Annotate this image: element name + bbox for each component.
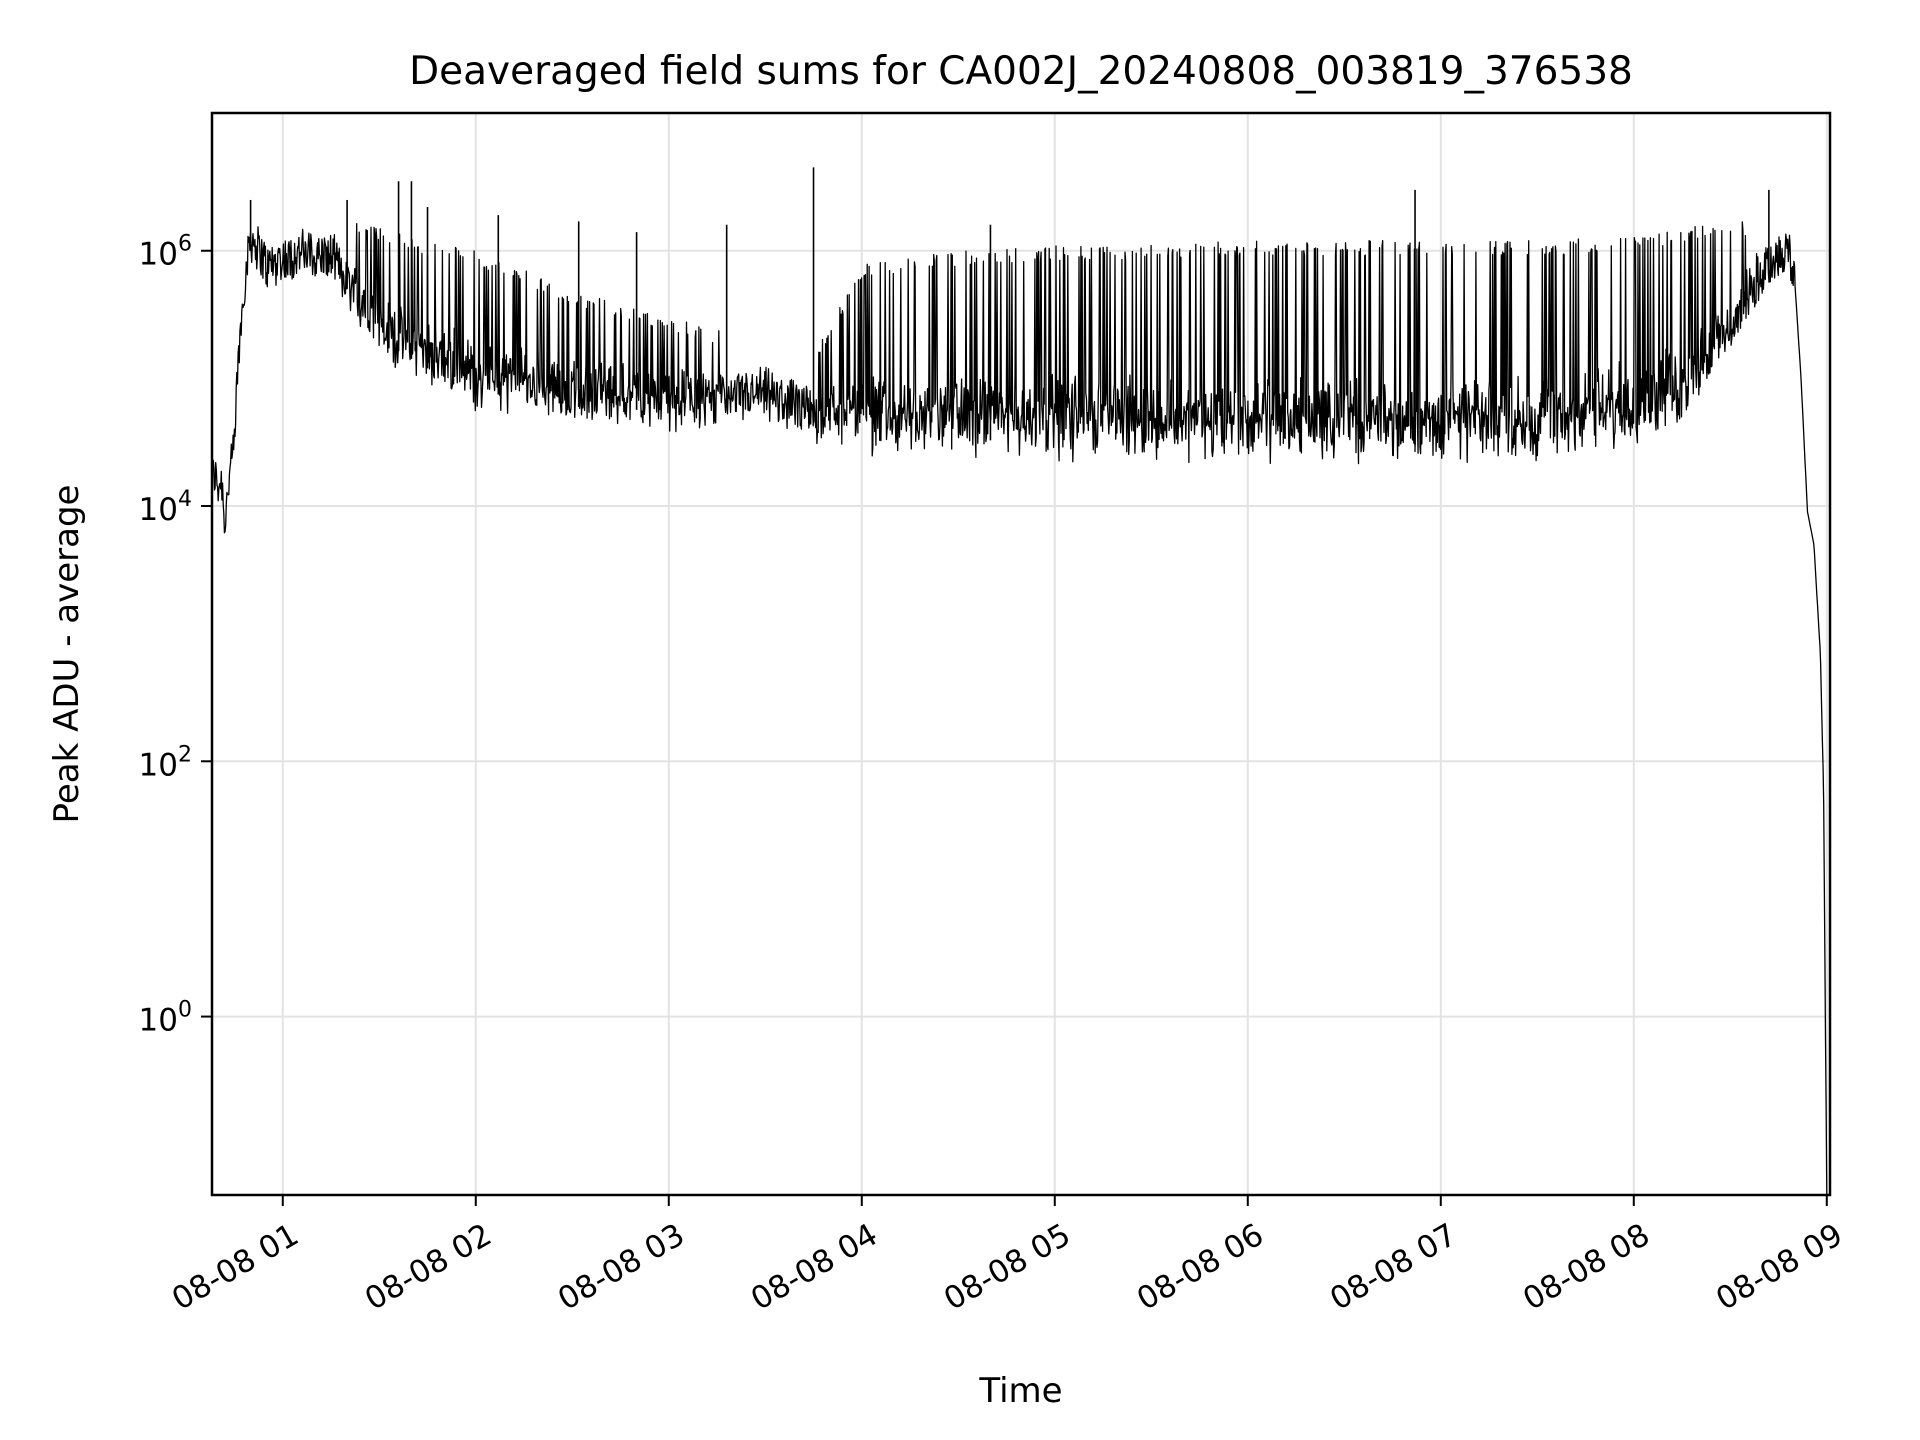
plot-frame bbox=[210, 111, 1832, 1197]
x-tick-label: 08-08 03 bbox=[552, 1217, 691, 1318]
y-axis: 100 102 104 106 bbox=[139, 232, 212, 1039]
y-tick-label: 106 bbox=[139, 232, 192, 273]
chart-title: Deaveraged field sums for CA002J_2024080… bbox=[409, 49, 1633, 94]
x-tick-label: 08-08 02 bbox=[359, 1217, 498, 1318]
x-tick-label: 08-08 06 bbox=[1131, 1217, 1270, 1318]
x-tick-label: 08-08 04 bbox=[745, 1217, 884, 1318]
plot-area bbox=[211, 167, 1828, 1196]
y-axis-label: Peak ADU - average bbox=[47, 485, 87, 824]
x-tick-label: 08-08 09 bbox=[1710, 1217, 1849, 1318]
x-axis-label: Time bbox=[978, 1371, 1062, 1411]
x-tick-label: 08-08 01 bbox=[166, 1217, 305, 1318]
y-tick-label: 102 bbox=[139, 742, 192, 783]
y-tick-label: 100 bbox=[139, 998, 192, 1039]
y-tick-label: 104 bbox=[139, 487, 192, 528]
x-tick-label: 08-08 08 bbox=[1517, 1217, 1656, 1318]
series-line bbox=[211, 221, 1828, 1196]
x-tick-label: 08-08 05 bbox=[938, 1217, 1077, 1318]
x-tick-label: 08-08 07 bbox=[1324, 1217, 1463, 1318]
grid bbox=[212, 113, 1830, 1195]
x-axis: 08-08 01 08-08 02 08-08 03 08-08 04 08-08 05… bbox=[166, 1195, 1849, 1318]
